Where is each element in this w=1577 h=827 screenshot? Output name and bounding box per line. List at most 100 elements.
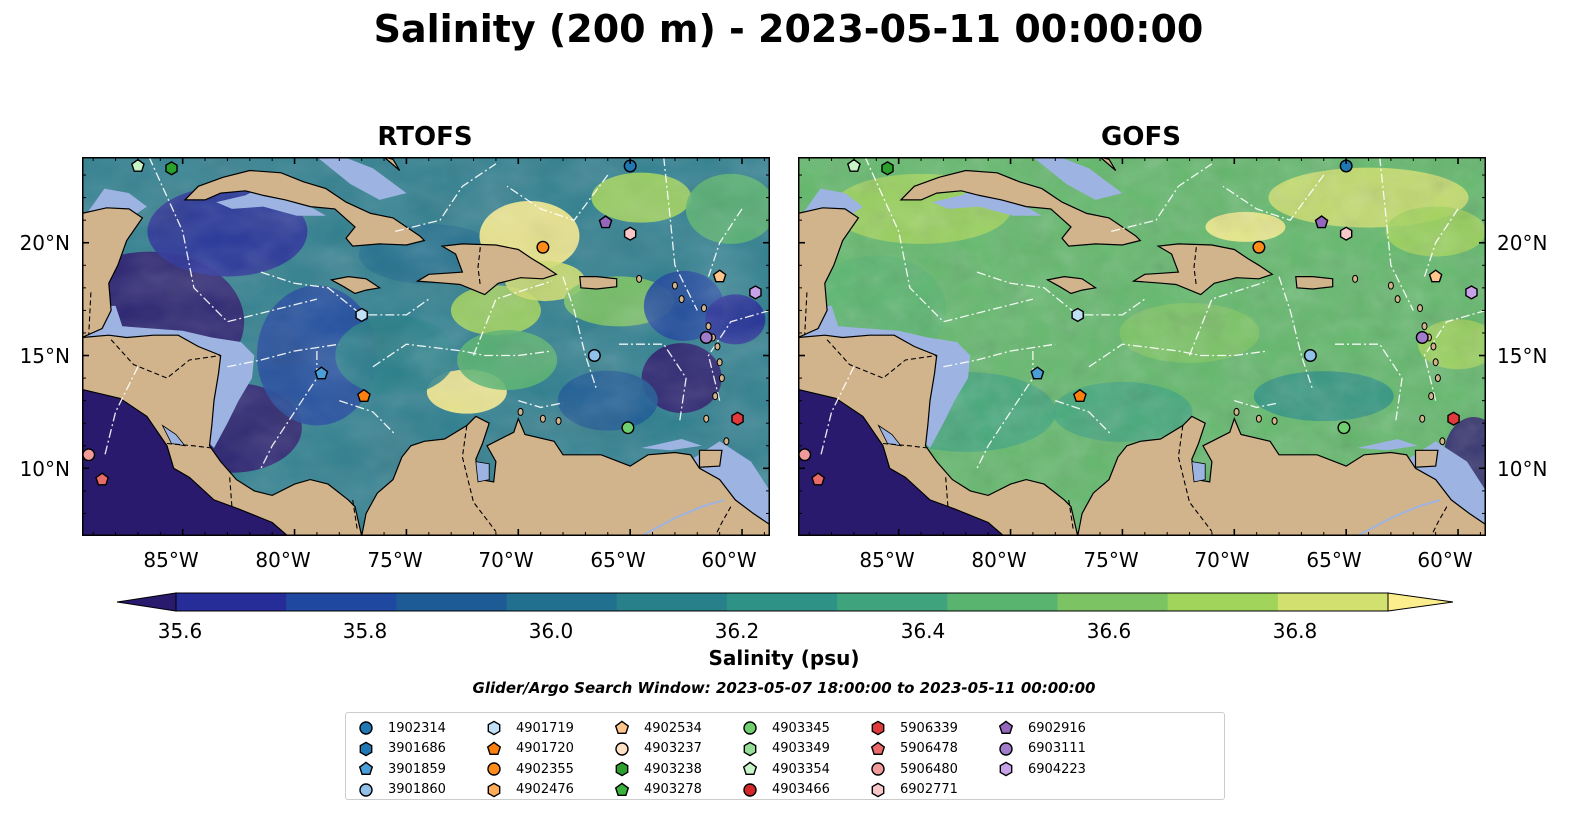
legend-column: 6902916 6903111 6904223	[998, 718, 1086, 780]
salinity-colorbar	[116, 592, 1454, 612]
pentagon-marker-icon	[998, 720, 1014, 735]
legend-marker-4903466	[743, 783, 757, 797]
land-hispaniola	[415, 243, 558, 296]
colorbar-bin	[286, 593, 397, 611]
lon-tick-label: 80°W	[255, 548, 311, 572]
lat-tick-label: 10°N	[19, 457, 70, 481]
country-border	[1430, 506, 1448, 536]
legend-item: 4903345	[742, 718, 830, 739]
legend-item: 4903466	[742, 780, 830, 801]
colorbar-label: Salinity (psu)	[708, 646, 860, 670]
legend-item: 5906339	[870, 718, 958, 739]
float-marker-5906480	[798, 448, 812, 462]
small-island	[517, 407, 524, 416]
hexagon-marker-icon	[359, 741, 373, 757]
small-island	[539, 414, 546, 423]
eez-boundary	[103, 366, 139, 458]
small-island	[1394, 295, 1401, 304]
land-jamaica	[1045, 275, 1098, 295]
lon-tick-label: 60°W	[701, 548, 757, 572]
small-island	[555, 416, 562, 425]
lat-tick-label: 10°N	[1497, 457, 1548, 481]
legend-label: 3901860	[388, 782, 446, 798]
colorbar-bin	[726, 593, 838, 611]
eez-boundary	[372, 343, 552, 368]
country-border	[110, 339, 221, 379]
circle-marker-icon	[615, 742, 629, 756]
legend-marker-3901686	[359, 741, 373, 757]
country-border	[477, 247, 481, 286]
legend-label: 4903278	[644, 782, 702, 798]
small-island	[700, 304, 707, 313]
small-island	[1439, 437, 1446, 446]
colorbar-bin	[837, 593, 948, 611]
small-island	[1428, 392, 1435, 401]
land-cuba	[899, 169, 1142, 247]
lon-tick-label: 70°W	[478, 548, 534, 572]
eez-boundary	[943, 343, 1056, 368]
pentagon-marker-icon	[358, 761, 374, 776]
small-island	[1352, 274, 1359, 283]
legend-label: 6902916	[1028, 720, 1086, 736]
small-island	[1387, 281, 1394, 290]
legend-marker-6902916	[998, 720, 1014, 735]
land-cuba	[183, 169, 426, 247]
eez-boundary	[1055, 399, 1112, 435]
eez-boundary	[1111, 163, 1213, 233]
legend-label: 6904223	[1028, 761, 1086, 777]
pacific-coastline	[82, 388, 289, 536]
legend-item: 4902355	[486, 759, 574, 780]
circle-marker-icon	[359, 783, 373, 797]
float-marker-5906478	[95, 472, 110, 486]
colorbar-tick-label: 36.0	[528, 619, 574, 643]
legend-label: 3901686	[388, 741, 446, 757]
lat-tick-label: 20°N	[19, 231, 70, 255]
legend-marker-5906478	[870, 741, 886, 755]
legend-item: 4903237	[614, 739, 702, 760]
lon-tick-label: 75°W	[1083, 548, 1139, 572]
legend-marker-3901859	[358, 761, 374, 776]
small-island	[703, 414, 710, 423]
legend-label: 4903238	[644, 761, 702, 777]
colorbar-bin	[396, 593, 508, 611]
float-marker-4903354	[130, 158, 145, 172]
lon-tick-label: 65°W	[590, 548, 646, 572]
land-puertoRico	[1295, 275, 1334, 290]
pentagon-marker-icon	[870, 741, 886, 755]
legend-label: 4903345	[772, 720, 830, 736]
small-island	[1255, 414, 1262, 423]
small-island	[1430, 342, 1437, 351]
colorbar-tick-label: 36.4	[900, 619, 946, 643]
country-border	[714, 506, 732, 536]
colorbar-bin	[616, 593, 728, 611]
float-marker-5906480	[82, 448, 96, 462]
legend-label: 6902771	[900, 782, 958, 798]
float-marker-6902916	[1314, 215, 1329, 229]
colorbar-bin	[176, 593, 287, 611]
small-island	[1432, 358, 1439, 367]
legend-label: 3901859	[388, 761, 446, 777]
legend-item: 4901720	[486, 739, 574, 760]
legend-label: 4903237	[644, 741, 702, 757]
float-marker-3901859	[1030, 366, 1045, 380]
eez-boundary	[1088, 343, 1268, 368]
colorbar-bin	[1167, 593, 1279, 611]
pacific-coastline	[798, 388, 1005, 536]
small-island	[1434, 374, 1441, 383]
country-border	[882, 442, 928, 449]
hexagon-marker-icon	[999, 761, 1013, 777]
legend-marker-4903354	[742, 761, 758, 776]
shallow-shelf	[932, 188, 1042, 216]
map-panel-gofs	[798, 157, 1486, 536]
eez-boundary	[260, 351, 318, 469]
legend-item: 6903111	[998, 739, 1086, 760]
legend-item: 5906480	[870, 759, 958, 780]
country-border	[1193, 247, 1197, 286]
legend-column: 1902314 3901686 3901859 3901860	[358, 718, 446, 800]
lon-tick-label: 75°W	[367, 548, 423, 572]
eez-boundary	[707, 309, 770, 401]
legend-marker-6904223	[999, 761, 1013, 777]
small-island	[723, 437, 730, 446]
eez-boundary	[1335, 343, 1403, 424]
panel-title-gofs: GOFS	[1101, 122, 1181, 152]
